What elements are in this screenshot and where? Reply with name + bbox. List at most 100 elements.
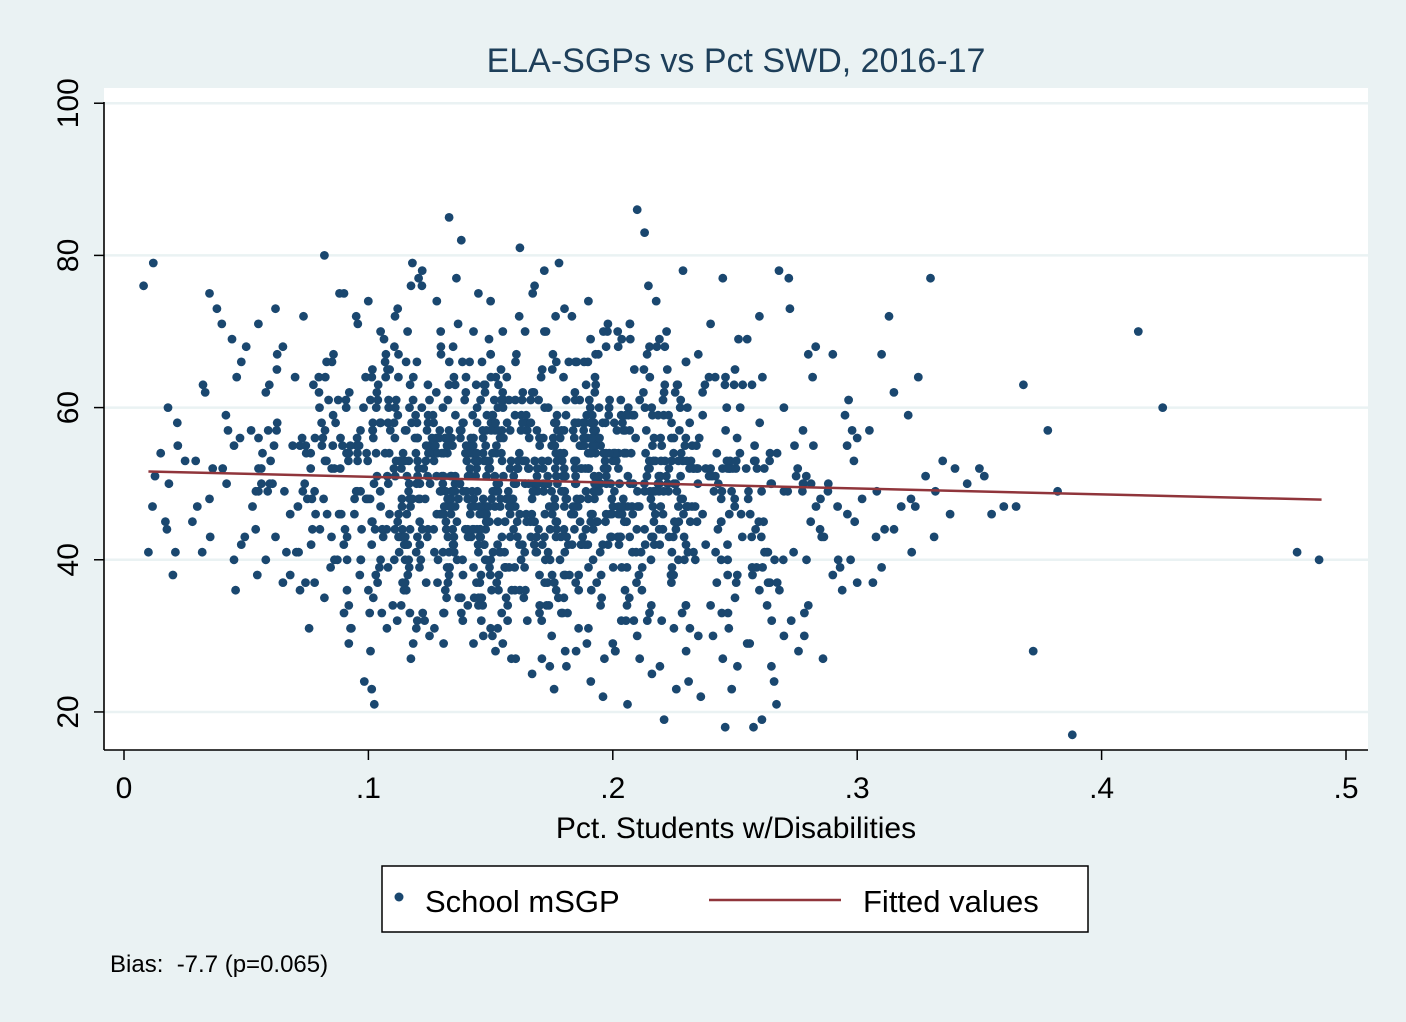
scatter-point bbox=[889, 524, 899, 534]
scatter-point bbox=[278, 342, 288, 352]
scatter-point bbox=[745, 639, 755, 648]
scatter-point bbox=[322, 509, 332, 519]
scatter-point bbox=[361, 372, 370, 382]
scatter-point bbox=[390, 433, 400, 443]
scatter-point bbox=[779, 403, 789, 412]
scatter-point bbox=[672, 486, 682, 496]
scatter-point bbox=[846, 555, 855, 565]
scatter-point bbox=[683, 403, 692, 412]
scatter-point bbox=[673, 380, 683, 390]
scatter-point bbox=[472, 448, 482, 458]
scatter-point bbox=[398, 524, 407, 534]
scatter-point bbox=[730, 593, 740, 603]
scatter-point bbox=[572, 357, 582, 367]
scatter-point bbox=[572, 494, 582, 504]
scatter-point bbox=[732, 570, 742, 580]
scatter-point bbox=[565, 570, 574, 580]
scatter-point bbox=[443, 395, 453, 405]
scatter-point bbox=[747, 532, 757, 542]
scatter-point bbox=[385, 509, 394, 519]
scatter-point bbox=[493, 426, 503, 435]
scatter-point bbox=[338, 441, 347, 450]
scatter-point bbox=[408, 372, 418, 382]
scatter-point bbox=[441, 524, 451, 534]
scatter-point bbox=[520, 563, 529, 572]
scatter-point bbox=[397, 502, 407, 511]
scatter-point bbox=[811, 342, 821, 352]
scatter-point bbox=[367, 684, 377, 694]
scatter-point bbox=[712, 448, 722, 458]
scatter-point bbox=[172, 418, 182, 428]
scatter-point bbox=[648, 441, 657, 450]
scatter-point bbox=[205, 532, 215, 542]
scatter-point bbox=[505, 509, 515, 519]
scatter-point bbox=[526, 418, 536, 428]
scatter-point bbox=[516, 555, 526, 565]
scatter-point bbox=[684, 677, 693, 686]
scatter-point bbox=[384, 403, 394, 412]
scatter-point bbox=[448, 524, 458, 534]
scatter-point bbox=[711, 547, 720, 557]
scatter-point bbox=[432, 296, 442, 306]
scatter-point bbox=[569, 509, 579, 519]
scatter-point bbox=[580, 540, 590, 549]
scatter-point bbox=[704, 471, 714, 481]
scatter-point bbox=[551, 517, 561, 527]
scatter-point bbox=[354, 441, 364, 450]
scatter-point bbox=[629, 365, 639, 374]
scatter-point bbox=[648, 410, 657, 420]
scatter-point bbox=[803, 601, 813, 610]
scatter-point bbox=[921, 471, 930, 481]
scatter-point bbox=[411, 448, 421, 458]
scatter-point bbox=[288, 441, 298, 450]
scatter-point bbox=[336, 509, 346, 519]
scatter-point bbox=[718, 654, 728, 664]
scatter-point bbox=[341, 395, 351, 405]
scatter-point bbox=[486, 426, 496, 435]
scatter-point bbox=[840, 410, 850, 420]
scatter-point bbox=[833, 555, 843, 565]
scatter-point bbox=[518, 418, 527, 428]
scatter-point bbox=[372, 388, 382, 397]
scatter-point bbox=[350, 494, 359, 504]
scatter-point bbox=[341, 403, 351, 412]
scatter-point bbox=[681, 540, 691, 549]
scatter-point bbox=[809, 441, 818, 450]
scatter-point bbox=[381, 349, 391, 359]
scatter-point bbox=[828, 570, 838, 580]
scatter-point bbox=[413, 456, 422, 466]
scatter-point bbox=[520, 547, 530, 557]
scatter-point bbox=[570, 388, 580, 397]
scatter-point bbox=[510, 410, 520, 420]
scatter-point bbox=[587, 441, 597, 450]
scatter-point bbox=[667, 418, 676, 428]
scatter-point bbox=[532, 426, 542, 435]
scatter-point bbox=[721, 372, 730, 382]
scatter-point bbox=[560, 304, 569, 314]
scatter-point bbox=[484, 502, 494, 511]
scatter-point bbox=[285, 570, 295, 580]
x-tick-label: .2 bbox=[600, 772, 625, 805]
chart-title: ELA-SGPs vs Pct SWD, 2016-17 bbox=[487, 42, 986, 80]
scatter-point bbox=[449, 486, 459, 496]
scatter-point bbox=[418, 608, 428, 618]
scatter-point bbox=[646, 601, 656, 610]
scatter-point bbox=[496, 365, 506, 374]
scatter-point bbox=[550, 502, 560, 511]
scatter-point bbox=[611, 646, 620, 656]
scatter-point bbox=[616, 395, 626, 405]
scatter-point bbox=[373, 578, 382, 587]
scatter-point bbox=[476, 616, 486, 625]
scatter-point bbox=[693, 631, 703, 641]
scatter-point bbox=[388, 601, 398, 610]
y-tick-label: 80 bbox=[52, 239, 85, 272]
scatter-point bbox=[676, 471, 685, 481]
scatter-point bbox=[506, 456, 516, 466]
scatter-point bbox=[512, 517, 522, 527]
scatter-point bbox=[380, 357, 390, 367]
scatter-point bbox=[603, 319, 613, 329]
scatter-point bbox=[417, 266, 427, 275]
scatter-point bbox=[625, 532, 635, 542]
scatter-point bbox=[571, 578, 581, 587]
scatter-point bbox=[444, 426, 454, 435]
